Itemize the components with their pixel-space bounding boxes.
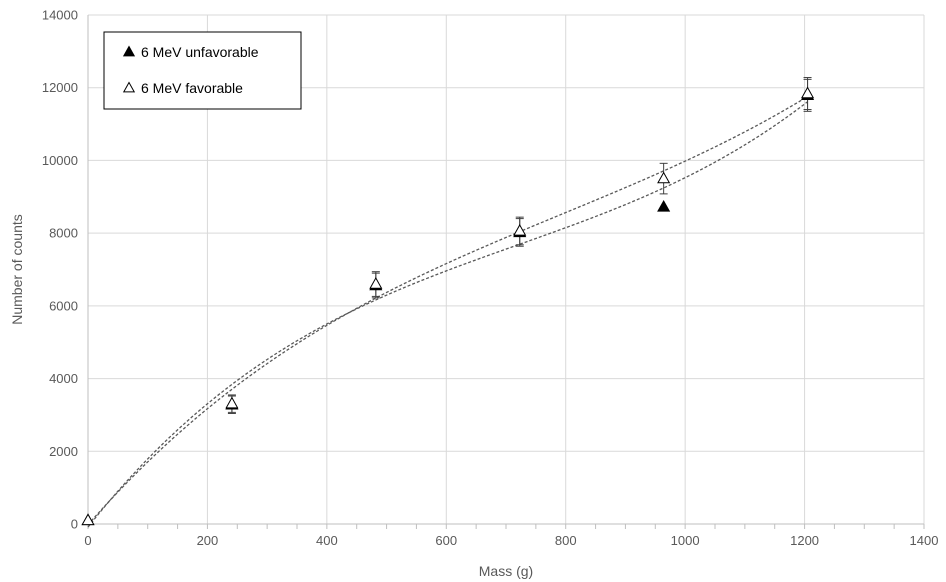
y-tick-label: 12000 xyxy=(42,80,78,95)
legend-label-unfavorable: 6 MeV unfavorable xyxy=(141,44,259,60)
legend-label-favorable: 6 MeV favorable xyxy=(141,80,243,96)
trendline-series-1 xyxy=(87,95,808,526)
legend-marker-favorable xyxy=(122,81,136,93)
point-favorable xyxy=(513,223,527,236)
error-bars xyxy=(227,77,812,414)
point-favorable xyxy=(801,86,815,99)
legend: 6 MeV unfavorable 6 MeV favorable xyxy=(103,31,302,110)
axes xyxy=(87,15,925,529)
data-points xyxy=(81,86,815,526)
x-tick-label: 1400 xyxy=(910,533,939,548)
y-axis-title: Number of counts xyxy=(9,214,25,325)
point-favorable xyxy=(369,277,383,289)
tick-labels: 0 200 400 600 800 1000 1200 1400020004000600080… xyxy=(42,8,939,549)
trendline-series-0 xyxy=(87,101,808,528)
point-favorable xyxy=(225,396,239,409)
x-tick-label: 1000 xyxy=(671,533,700,548)
x-axis-title: Mass (g) xyxy=(479,563,533,579)
y-tick-label: 0 xyxy=(71,517,78,532)
x-tick-label: 400 xyxy=(316,533,338,548)
trendlines xyxy=(87,95,808,528)
x-tick-label: 600 xyxy=(435,533,457,548)
point-unfavorable xyxy=(657,199,671,212)
x-tick-label: 200 xyxy=(197,533,219,548)
x-tick-label: 0 xyxy=(84,533,91,548)
legend-marker-unfavorable xyxy=(122,45,136,57)
y-tick-label: 8000 xyxy=(49,226,78,241)
legend-box xyxy=(103,31,302,110)
point-favorable xyxy=(81,513,95,526)
y-tick-label: 14000 xyxy=(42,8,78,23)
x-tick-label: 800 xyxy=(555,533,577,548)
y-tick-label: 6000 xyxy=(49,298,78,313)
x-tick-label: 1200 xyxy=(790,533,819,548)
y-tick-label: 4000 xyxy=(49,371,78,386)
y-tick-label: 10000 xyxy=(42,153,78,168)
y-tick-label: 2000 xyxy=(49,444,78,459)
point-favorable xyxy=(657,171,671,184)
